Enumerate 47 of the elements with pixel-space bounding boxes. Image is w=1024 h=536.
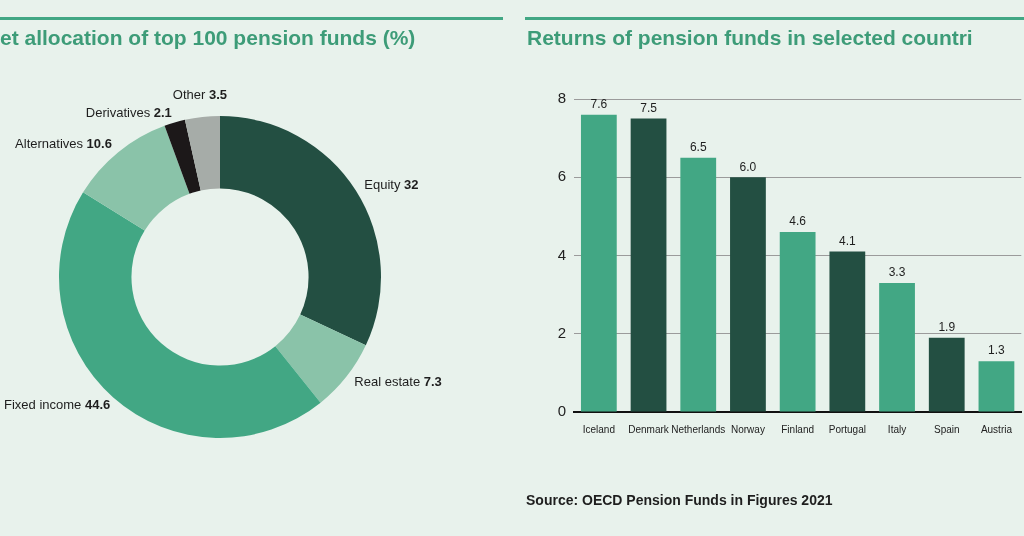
x-tick-label: Italy [887, 423, 907, 435]
bar [829, 251, 866, 412]
data-label: 7.6 [590, 96, 608, 111]
data-label: 3.3 [888, 265, 906, 280]
bar [928, 337, 965, 412]
bar [680, 157, 717, 412]
chart-title: et allocation of top 100 pension funds (%) [0, 26, 416, 50]
x-tick-label: Austria [980, 423, 1013, 435]
x-tick-label: Norway [730, 423, 765, 435]
data-label: 32 [404, 176, 419, 192]
data-label: 2.1 [153, 104, 172, 120]
x-tick-label: Denmark [628, 423, 670, 435]
data-label: 4.1 [839, 233, 857, 248]
slice-label: Derivatives [85, 104, 154, 120]
y-tick-label: 6 [557, 167, 566, 185]
source-note: Source: OECD Pension Funds in Figures 2021 [526, 492, 833, 508]
data-label: 7.5 [640, 100, 658, 115]
chart-title: Returns of pension funds in selected countri [527, 26, 973, 50]
bar [630, 118, 667, 412]
x-tick-label: Spain [933, 423, 960, 435]
data-label: 3.5 [208, 86, 228, 102]
slice-label: Fixed income [4, 396, 85, 412]
data-label: 1.3 [988, 343, 1006, 358]
x-tick-label: Finland [781, 423, 815, 435]
x-tick-label: Portugal [828, 423, 866, 435]
x-tick-label: Netherlands [671, 423, 726, 435]
bar [879, 282, 915, 412]
data-label: 4.6 [789, 214, 807, 229]
data-label: 10.6 [86, 136, 112, 152]
data-label: 44.6 [84, 396, 111, 412]
bar [779, 232, 816, 412]
slice-label: Real estate [354, 374, 424, 390]
slice-label: Equity [364, 176, 405, 192]
bar [978, 361, 1015, 412]
data-label: 1.9 [938, 319, 956, 334]
data-label: 6.5 [689, 140, 707, 154]
data-label: 7.3 [423, 374, 442, 390]
data-label: 6.0 [739, 159, 757, 174]
y-tick-label: 8 [557, 89, 566, 107]
slice-label: Other [172, 86, 209, 102]
slice-label: Alternatives [15, 136, 87, 152]
bar [580, 114, 617, 412]
bar [730, 177, 766, 412]
y-tick-label: 2 [557, 323, 566, 341]
y-tick-label: 4 [557, 245, 566, 263]
x-tick-label: Iceland [582, 423, 615, 435]
y-tick-label: 0 [557, 402, 566, 420]
